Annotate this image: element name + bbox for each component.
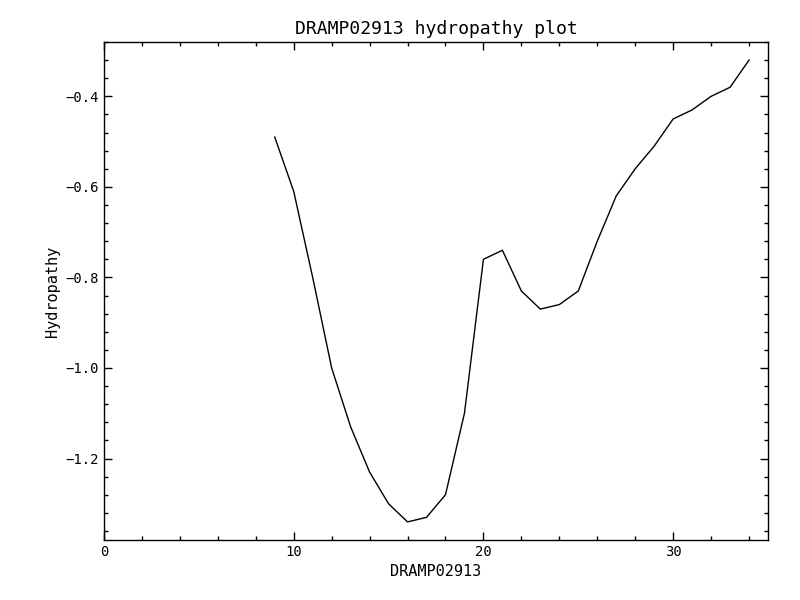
X-axis label: DRAMP02913: DRAMP02913 — [390, 565, 482, 580]
Title: DRAMP02913 hydropathy plot: DRAMP02913 hydropathy plot — [294, 20, 578, 38]
Y-axis label: Hydropathy: Hydropathy — [45, 245, 60, 337]
